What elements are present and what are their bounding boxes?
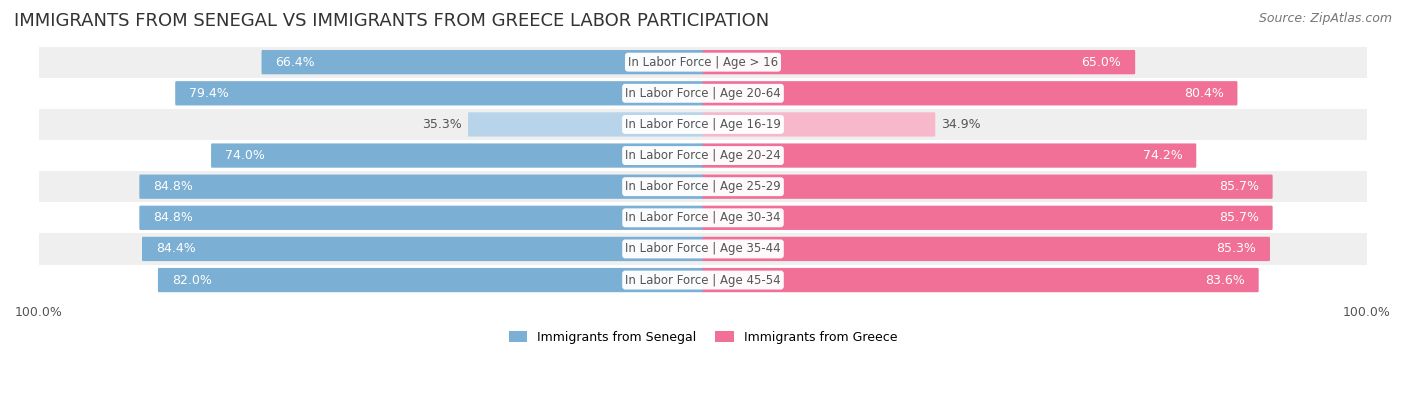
Text: 85.3%: 85.3% xyxy=(1216,243,1256,256)
Text: IMMIGRANTS FROM SENEGAL VS IMMIGRANTS FROM GREECE LABOR PARTICIPATION: IMMIGRANTS FROM SENEGAL VS IMMIGRANTS FR… xyxy=(14,12,769,30)
Legend: Immigrants from Senegal, Immigrants from Greece: Immigrants from Senegal, Immigrants from… xyxy=(509,331,897,344)
Text: 84.4%: 84.4% xyxy=(156,243,195,256)
Text: 83.6%: 83.6% xyxy=(1205,274,1244,286)
FancyBboxPatch shape xyxy=(703,112,935,137)
Bar xyxy=(39,109,1367,140)
Text: 79.4%: 79.4% xyxy=(188,87,229,100)
Text: 100.0%: 100.0% xyxy=(1343,306,1391,319)
FancyBboxPatch shape xyxy=(142,237,703,261)
FancyBboxPatch shape xyxy=(703,50,1135,74)
Text: Source: ZipAtlas.com: Source: ZipAtlas.com xyxy=(1258,12,1392,25)
Bar xyxy=(39,78,1367,109)
Text: 82.0%: 82.0% xyxy=(172,274,212,286)
Text: In Labor Force | Age 20-24: In Labor Force | Age 20-24 xyxy=(626,149,780,162)
Text: 85.7%: 85.7% xyxy=(1219,211,1258,224)
Text: 100.0%: 100.0% xyxy=(15,306,63,319)
Text: In Labor Force | Age 25-29: In Labor Force | Age 25-29 xyxy=(626,180,780,193)
Text: In Labor Force | Age 45-54: In Labor Force | Age 45-54 xyxy=(626,274,780,286)
Bar xyxy=(39,140,1367,171)
Text: In Labor Force | Age 35-44: In Labor Force | Age 35-44 xyxy=(626,243,780,256)
FancyBboxPatch shape xyxy=(176,81,703,105)
FancyBboxPatch shape xyxy=(703,175,1272,199)
Bar xyxy=(39,202,1367,233)
FancyBboxPatch shape xyxy=(211,143,703,168)
FancyBboxPatch shape xyxy=(157,268,703,292)
FancyBboxPatch shape xyxy=(703,143,1197,168)
FancyBboxPatch shape xyxy=(468,112,703,137)
FancyBboxPatch shape xyxy=(703,268,1258,292)
Text: 65.0%: 65.0% xyxy=(1081,56,1122,69)
Text: In Labor Force | Age > 16: In Labor Force | Age > 16 xyxy=(628,56,778,69)
FancyBboxPatch shape xyxy=(262,50,703,74)
Text: 84.8%: 84.8% xyxy=(153,180,193,193)
FancyBboxPatch shape xyxy=(703,81,1237,105)
Text: 84.8%: 84.8% xyxy=(153,211,193,224)
Text: 85.7%: 85.7% xyxy=(1219,180,1258,193)
FancyBboxPatch shape xyxy=(139,175,703,199)
Text: In Labor Force | Age 30-34: In Labor Force | Age 30-34 xyxy=(626,211,780,224)
FancyBboxPatch shape xyxy=(139,206,703,230)
Text: 80.4%: 80.4% xyxy=(1184,87,1223,100)
Text: 34.9%: 34.9% xyxy=(942,118,981,131)
Text: 35.3%: 35.3% xyxy=(422,118,463,131)
Bar xyxy=(39,265,1367,295)
Text: 66.4%: 66.4% xyxy=(276,56,315,69)
Text: In Labor Force | Age 20-64: In Labor Force | Age 20-64 xyxy=(626,87,780,100)
FancyBboxPatch shape xyxy=(703,206,1272,230)
Bar xyxy=(39,233,1367,265)
FancyBboxPatch shape xyxy=(703,237,1270,261)
Text: 74.2%: 74.2% xyxy=(1143,149,1182,162)
Bar xyxy=(39,171,1367,202)
Text: In Labor Force | Age 16-19: In Labor Force | Age 16-19 xyxy=(626,118,780,131)
Text: 74.0%: 74.0% xyxy=(225,149,264,162)
Bar xyxy=(39,47,1367,78)
